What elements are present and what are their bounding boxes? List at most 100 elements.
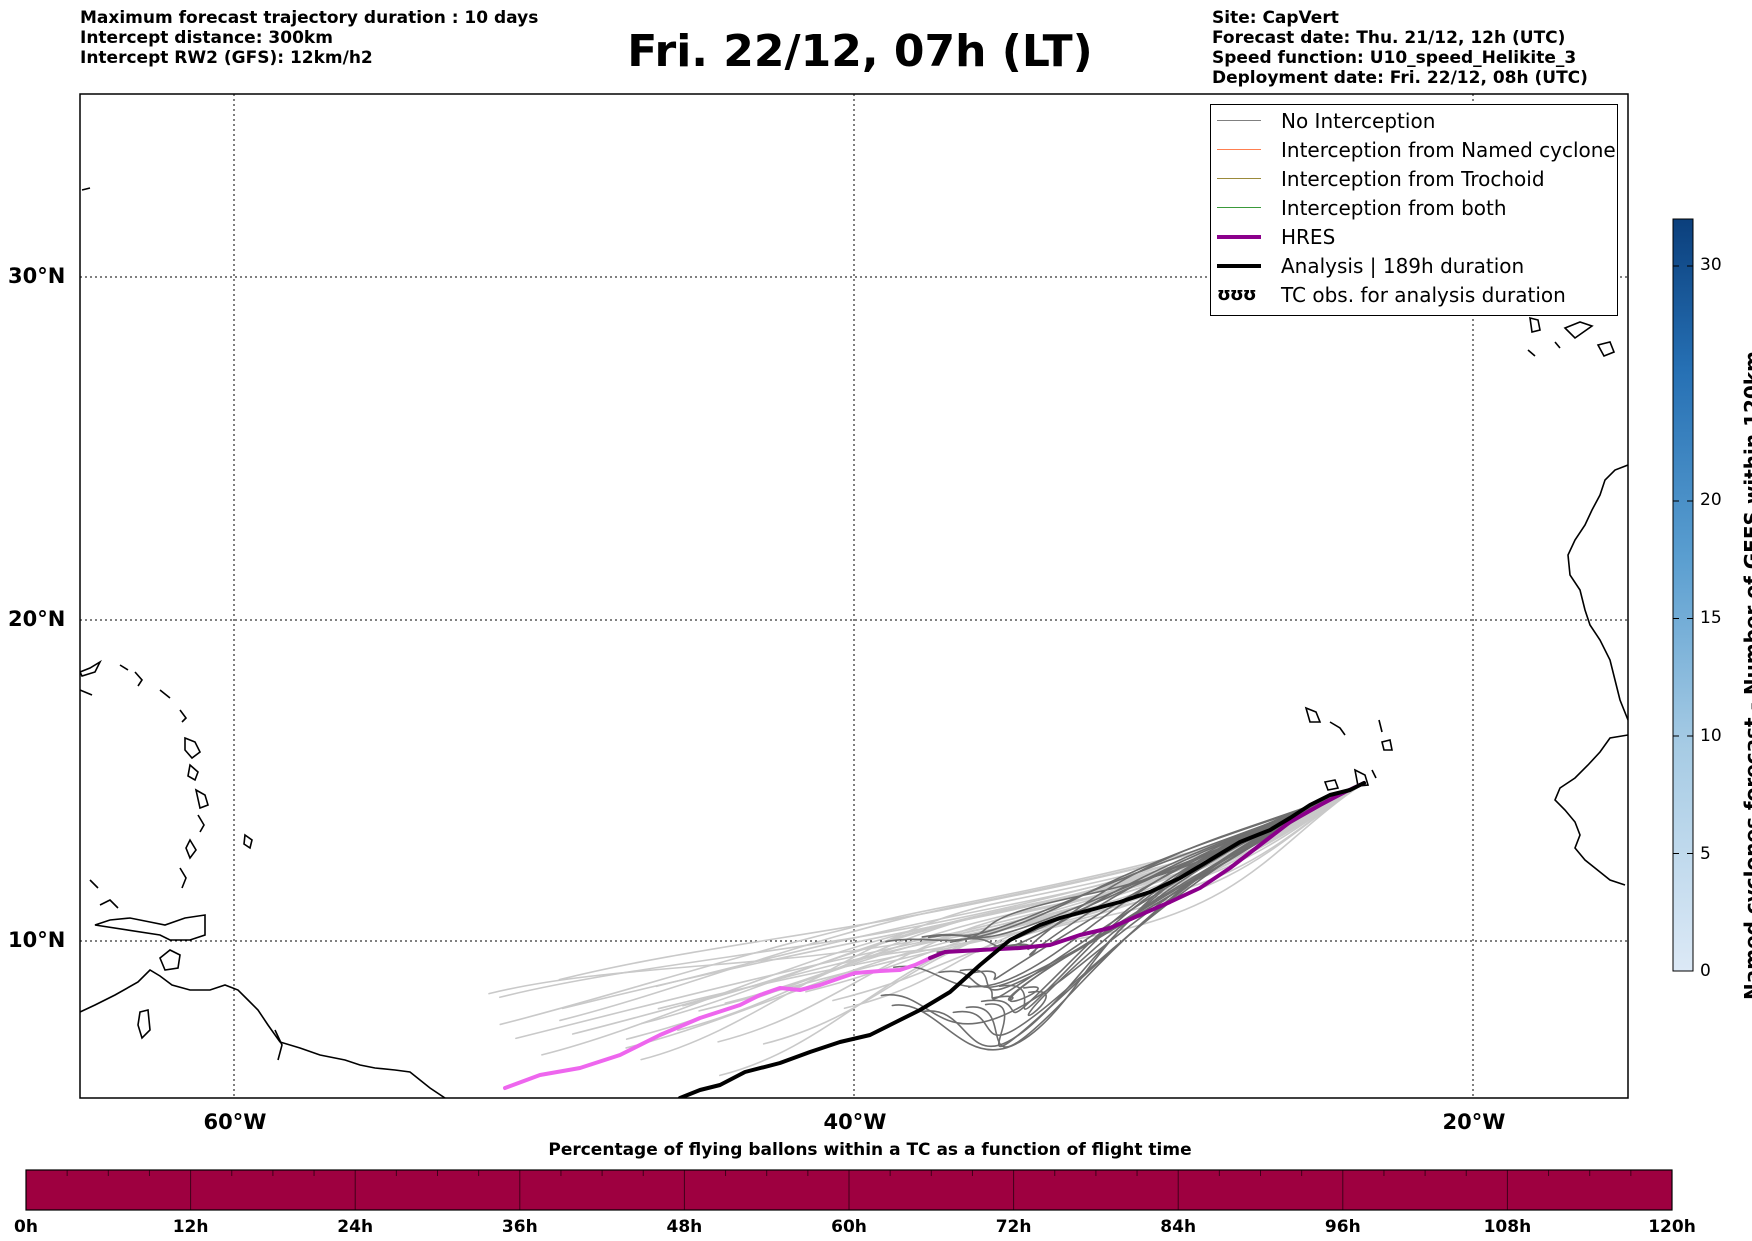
coast-antilles-15 [119, 664, 129, 671]
hcbar-tick-label: 36h [501, 1217, 538, 1237]
horizontal-colorbar-title: Percentage of flying ballons within a TC… [548, 1140, 1192, 1160]
legend-label-trochoid: Interception from Trochoid [1281, 166, 1545, 191]
hcbar-tick-label: 24h [337, 1217, 374, 1237]
coast-antilles-2 [134, 671, 144, 687]
hcbar-tick-label: 84h [1160, 1217, 1197, 1237]
lat-label-30n: 30°N [8, 264, 66, 288]
vcbar-tick-10: 10 [1700, 726, 1722, 746]
coast-antilles-9 [185, 838, 197, 860]
coast-africa-2 [1554, 734, 1628, 886]
vertical-colorbar-label: Named cyclones forecast - Number of GEFS… [1740, 351, 1752, 1000]
legend-label-tc-obs: TC obs. for analysis duration [1281, 282, 1566, 307]
header-left: Maximum forecast trajectory duration : 1… [80, 8, 538, 68]
legend-item-no-interception: No Interception [1217, 106, 1435, 135]
hcbar-tick-label: 60h [831, 1217, 867, 1237]
legend-item-hres: HRES [1217, 222, 1335, 251]
lon-label-60w: 60°W [203, 1110, 267, 1134]
ensemble-member-dark [980, 782, 1365, 1014]
coast-venezuela-gulf [94, 914, 206, 941]
coast-cape-verde-4 [1381, 739, 1393, 751]
legend-item-tc-obs: ʊʊʊ TC obs. for analysis duration [1217, 280, 1566, 309]
ensemble-member-light [832, 782, 1365, 1002]
vcbar-tick-20: 20 [1700, 490, 1722, 510]
hcbar-tick-label: 12h [172, 1217, 209, 1237]
vertical-colorbar-fill [1672, 218, 1694, 972]
hcbar-tick-label: 120h [1648, 1217, 1696, 1237]
ensemble-member-light [655, 782, 1365, 988]
ensemble-member-light [499, 782, 1365, 1026]
coast-cape-verde-3 [1378, 719, 1383, 733]
page-title: Fri. 22/12, 07h (LT) [627, 26, 1093, 77]
coast-antilles-6 [187, 763, 199, 782]
coast-antilles-1 [80, 659, 102, 677]
legend-item-analysis: Analysis | 189h duration [1217, 251, 1524, 280]
coast-cape-verde-7 [1371, 769, 1377, 779]
vcbar-tick-5: 5 [1700, 844, 1711, 864]
lat-label-20n: 20°N [8, 607, 66, 631]
hcbar-tick-label: 72h [995, 1217, 1032, 1237]
ensemble-member-light [499, 782, 1365, 999]
coast-canary-5 [1527, 349, 1536, 357]
coast-antilles-13 [99, 899, 119, 909]
header-left-line-2: Intercept distance: 300km [80, 28, 333, 48]
legend-item-both: Interception from both [1217, 193, 1507, 222]
legend-swatch-both [1217, 207, 1261, 208]
header-left-line-3: Intercept RW2 (GFS): 12km/h2 [80, 48, 373, 68]
coast-antilles-7 [194, 788, 209, 810]
legend-item-trochoid: Interception from Trochoid [1217, 164, 1545, 193]
header-right-line-1: Site: CapVert [1212, 8, 1339, 28]
ensemble-member-light [561, 782, 1365, 1010]
legend-swatch-analysis [1217, 263, 1261, 268]
legend-label-both: Interception from both [1281, 195, 1507, 220]
legend-label-hres: HRES [1281, 224, 1336, 249]
legend-item-named-cyclone: Interception from Named cyclone [1217, 135, 1616, 164]
map-legend: No Interception Interception from Named … [1210, 104, 1618, 316]
analysis-track [678, 781, 1366, 1098]
coast-antilles-12 [89, 879, 99, 889]
vcbar-tick-30: 30 [1700, 255, 1722, 275]
header-right-line-4: Deployment date: Fri. 22/12, 08h (UTC) [1212, 68, 1588, 88]
coast-trinidad [159, 949, 181, 971]
coast-canary-2 [1563, 321, 1594, 340]
coast-cape-verde-6 [1353, 768, 1370, 787]
coast-antilles-3 [159, 689, 171, 699]
vcbar-tick-0: 0 [1700, 961, 1711, 981]
coast-south-america [80, 968, 446, 1098]
legend-label-analysis: Analysis | 189h duration [1281, 253, 1525, 278]
coast-antilles-11 [243, 833, 253, 850]
hcbar-tick-label: 0h [14, 1217, 38, 1237]
header-left-line-1: Maximum forecast trajectory duration : 1… [80, 8, 539, 28]
coast-canary-1 [1529, 316, 1541, 333]
coast-antilles-8 [197, 814, 205, 833]
ensemble-member-light [571, 782, 1365, 1035]
lat-label-10n: 10°N [8, 928, 66, 952]
hcbar-tick-label: 108h [1483, 1217, 1532, 1237]
tc-symbol-icon: ʊʊʊ [1217, 284, 1257, 305]
header-right-line-2: Forecast date: Thu. 21/12, 12h (UTC) [1212, 28, 1566, 48]
coast-cape-verde-5 [1323, 779, 1340, 791]
ensemble-member-light [625, 782, 1365, 1049]
lon-label-20w: 20°W [1442, 1110, 1506, 1134]
coast-antilles-5 [184, 736, 202, 760]
legend-label-no-interception: No Interception [1281, 108, 1436, 133]
map-frame [79, 93, 1629, 1099]
coast-canary-3 [1596, 341, 1616, 358]
legend-swatch-named-cyclone [1217, 149, 1261, 150]
hcbar-tick-label: 96h [1324, 1217, 1361, 1237]
lon-label-40w: 40°W [823, 1110, 887, 1134]
coast-antilles-14 [80, 689, 93, 696]
coast-islet-1 [274, 1029, 283, 1061]
coast-guiana-island [137, 1008, 151, 1040]
legend-swatch-hres [1217, 234, 1261, 239]
ensemble-member-dark [891, 782, 1365, 1051]
hcbar-tick-label: 48h [666, 1217, 703, 1237]
coast-cape-verde-1 [1304, 706, 1322, 723]
coast-antilles-10 [179, 867, 187, 889]
coast-africa [1567, 464, 1628, 721]
trajectories [488, 781, 1366, 1098]
header-right-line-3: Speed function: U10_speed_Helikite_3 [1212, 48, 1577, 68]
header-right: Site: CapVert Forecast date: Thu. 21/12,… [1212, 8, 1588, 88]
vcbar-tick-15: 15 [1700, 608, 1722, 628]
legend-label-named-cyclone: Interception from Named cyclone [1281, 137, 1616, 162]
